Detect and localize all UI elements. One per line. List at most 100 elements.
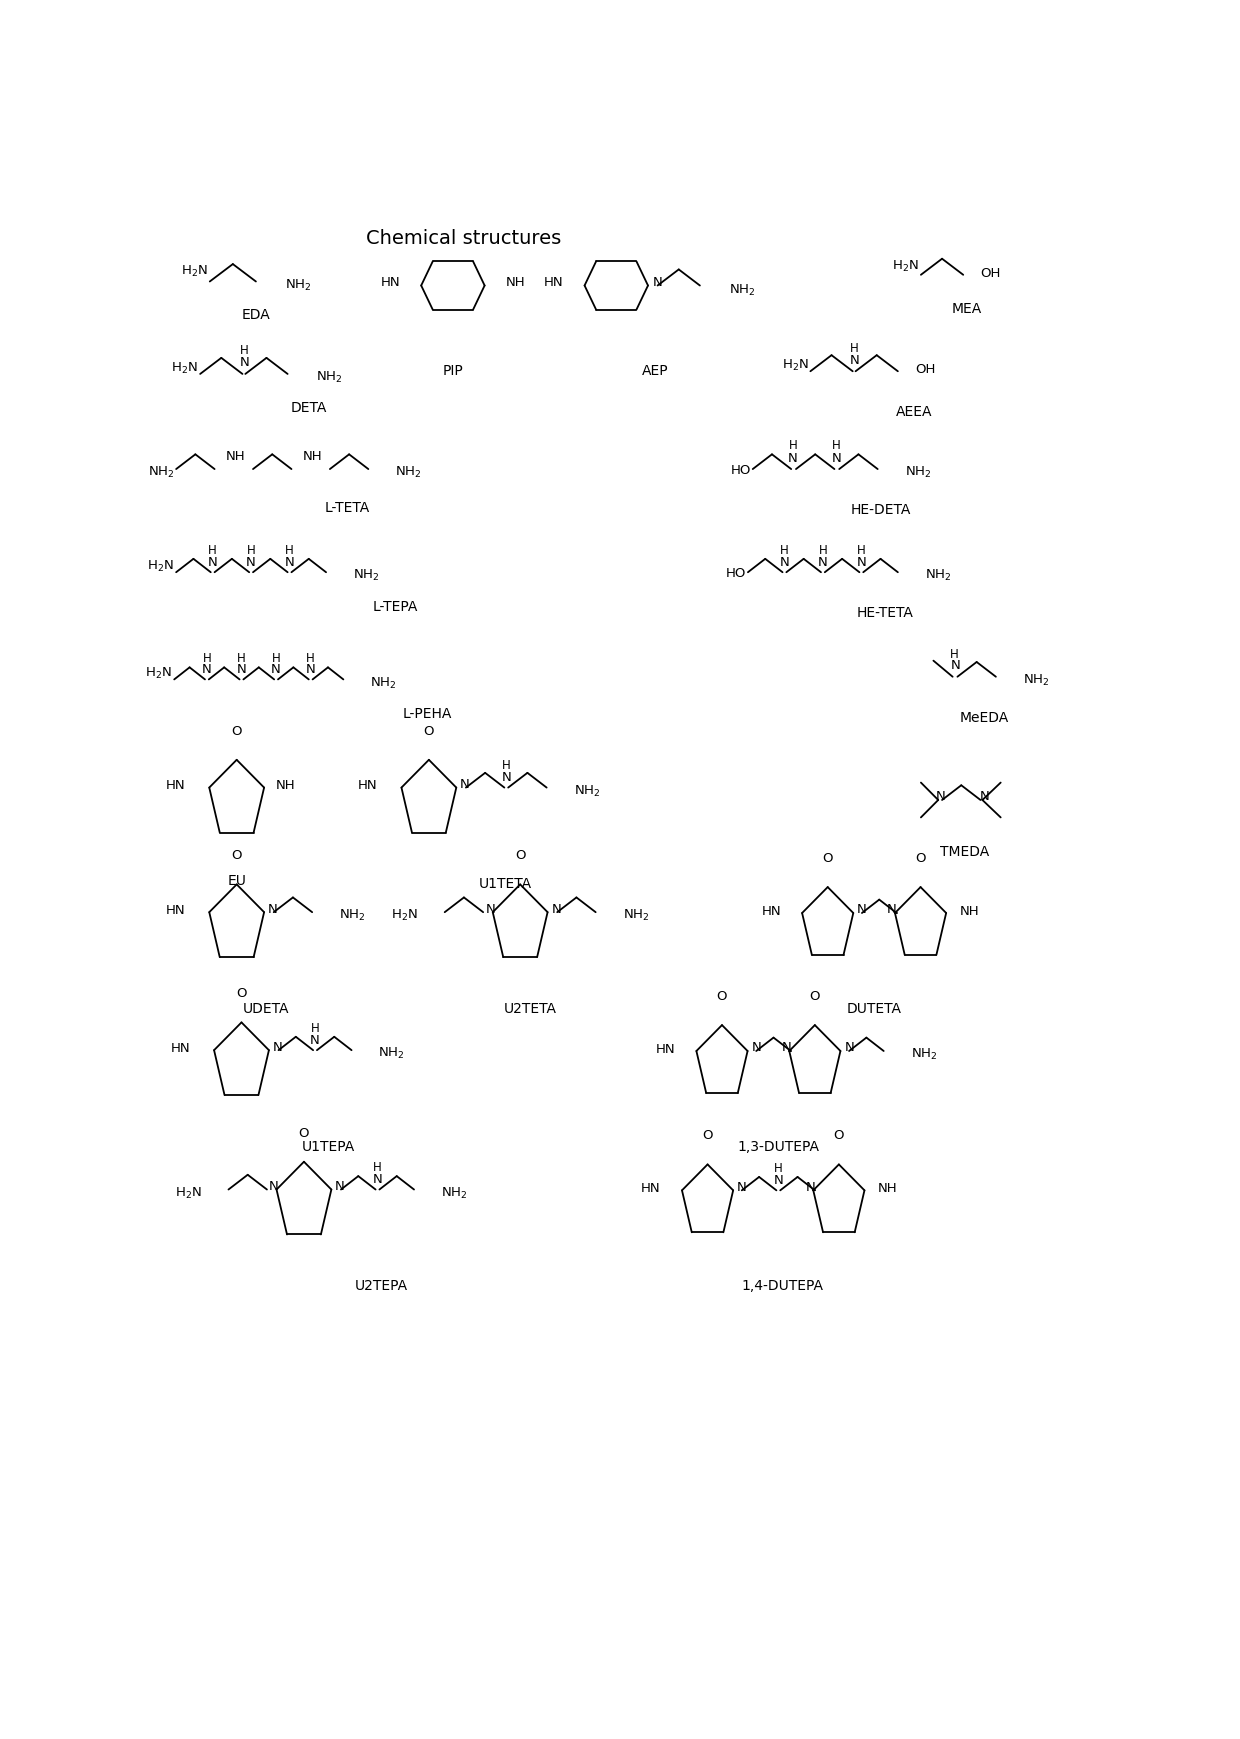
Text: N: N bbox=[844, 1042, 854, 1054]
Text: N: N bbox=[202, 663, 212, 676]
Text: HN: HN bbox=[166, 904, 185, 916]
Text: H: H bbox=[857, 544, 866, 556]
Text: HN: HN bbox=[641, 1181, 661, 1195]
Text: H$_2$N: H$_2$N bbox=[171, 360, 198, 376]
Text: N: N bbox=[980, 790, 990, 803]
Text: NH$_2$: NH$_2$ bbox=[622, 908, 649, 923]
Text: N: N bbox=[887, 903, 897, 916]
Text: HO: HO bbox=[725, 567, 746, 579]
Text: N: N bbox=[460, 777, 470, 791]
Text: H: H bbox=[311, 1021, 320, 1035]
Text: H$_2$N: H$_2$N bbox=[892, 259, 919, 273]
Text: HN: HN bbox=[166, 779, 185, 791]
Text: N: N bbox=[335, 1179, 345, 1193]
Text: NH: NH bbox=[506, 277, 526, 289]
Text: O: O bbox=[299, 1127, 309, 1139]
Text: H: H bbox=[306, 652, 315, 664]
Text: H$_2$N: H$_2$N bbox=[145, 666, 172, 682]
Text: N: N bbox=[247, 556, 255, 569]
Text: L-TEPA: L-TEPA bbox=[372, 600, 418, 614]
Text: N: N bbox=[832, 450, 841, 464]
Text: O: O bbox=[810, 989, 820, 1002]
Text: UDETA: UDETA bbox=[242, 1002, 289, 1016]
Text: H: H bbox=[272, 652, 280, 664]
Text: MeEDA: MeEDA bbox=[960, 711, 1009, 725]
Text: NH$_2$: NH$_2$ bbox=[285, 278, 311, 292]
Text: NH: NH bbox=[226, 450, 246, 463]
Text: O: O bbox=[822, 852, 833, 864]
Text: N: N bbox=[781, 1042, 791, 1054]
Text: N: N bbox=[849, 353, 859, 367]
Text: NH$_2$: NH$_2$ bbox=[925, 569, 951, 583]
Text: N: N bbox=[652, 277, 662, 289]
Text: H: H bbox=[247, 544, 255, 556]
Text: MEA: MEA bbox=[952, 303, 982, 316]
Text: O: O bbox=[515, 849, 526, 863]
Text: N: N bbox=[269, 1179, 279, 1193]
Text: H$_2$N: H$_2$N bbox=[148, 558, 174, 574]
Text: H: H bbox=[818, 544, 827, 556]
Text: U1TEPA: U1TEPA bbox=[301, 1139, 355, 1153]
Text: N: N bbox=[310, 1033, 320, 1047]
Text: NH: NH bbox=[275, 779, 295, 791]
Text: L-TETA: L-TETA bbox=[325, 501, 370, 515]
Text: N: N bbox=[285, 556, 294, 569]
Text: O: O bbox=[424, 725, 434, 737]
Text: HE-TETA: HE-TETA bbox=[857, 607, 914, 621]
Text: HN: HN bbox=[656, 1042, 676, 1056]
Text: H: H bbox=[241, 344, 249, 356]
Text: N: N bbox=[486, 903, 496, 915]
Text: NH: NH bbox=[878, 1181, 898, 1195]
Text: AEP: AEP bbox=[641, 363, 668, 377]
Text: O: O bbox=[232, 849, 242, 863]
Text: NH$_2$: NH$_2$ bbox=[910, 1047, 937, 1061]
Text: NH: NH bbox=[960, 904, 980, 916]
Text: N: N bbox=[951, 659, 961, 671]
Text: O: O bbox=[717, 989, 727, 1002]
Text: N: N bbox=[306, 663, 315, 676]
Text: NH$_2$: NH$_2$ bbox=[148, 464, 174, 480]
Text: O: O bbox=[702, 1129, 713, 1143]
Text: H$_2$N: H$_2$N bbox=[781, 358, 808, 372]
Text: NH$_2$: NH$_2$ bbox=[371, 675, 397, 690]
Text: DUTETA: DUTETA bbox=[847, 1002, 901, 1016]
Text: NH$_2$: NH$_2$ bbox=[316, 370, 342, 384]
Text: H$_2$N: H$_2$N bbox=[391, 908, 418, 923]
Text: N: N bbox=[237, 663, 247, 676]
Text: H: H bbox=[950, 649, 959, 661]
Text: O: O bbox=[232, 725, 242, 737]
Text: N: N bbox=[272, 663, 281, 676]
Text: HN: HN bbox=[381, 277, 401, 289]
Text: N: N bbox=[239, 356, 249, 369]
Text: O: O bbox=[915, 852, 926, 864]
Text: NH: NH bbox=[303, 450, 322, 463]
Text: OH: OH bbox=[915, 363, 935, 376]
Text: NH$_2$: NH$_2$ bbox=[339, 908, 366, 923]
Text: O: O bbox=[237, 986, 247, 1000]
Text: H: H bbox=[789, 440, 797, 452]
Text: DETA: DETA bbox=[290, 402, 327, 416]
Text: H: H bbox=[373, 1160, 382, 1174]
Text: L-PEHA: L-PEHA bbox=[402, 706, 451, 720]
Text: NH$_2$: NH$_2$ bbox=[396, 464, 422, 480]
Text: HE-DETA: HE-DETA bbox=[851, 503, 910, 516]
Text: AEEA: AEEA bbox=[897, 405, 932, 419]
Text: H: H bbox=[832, 440, 841, 452]
Text: NH$_2$: NH$_2$ bbox=[1023, 673, 1049, 687]
Text: N: N bbox=[208, 556, 217, 569]
Text: H$_2$N: H$_2$N bbox=[181, 264, 208, 280]
Text: U1TETA: U1TETA bbox=[479, 876, 532, 890]
Text: HN: HN bbox=[544, 277, 563, 289]
Text: N: N bbox=[857, 903, 867, 916]
Text: HN: HN bbox=[358, 779, 377, 791]
Text: TMEDA: TMEDA bbox=[940, 845, 988, 859]
Text: HN: HN bbox=[761, 904, 781, 916]
Text: H: H bbox=[780, 544, 789, 556]
Text: N: N bbox=[751, 1042, 761, 1054]
Text: N: N bbox=[789, 450, 799, 464]
Text: H: H bbox=[202, 652, 211, 664]
Text: N: N bbox=[552, 903, 562, 915]
Text: NH$_2$: NH$_2$ bbox=[729, 283, 755, 297]
Text: N: N bbox=[501, 770, 511, 784]
Text: H: H bbox=[502, 758, 511, 772]
